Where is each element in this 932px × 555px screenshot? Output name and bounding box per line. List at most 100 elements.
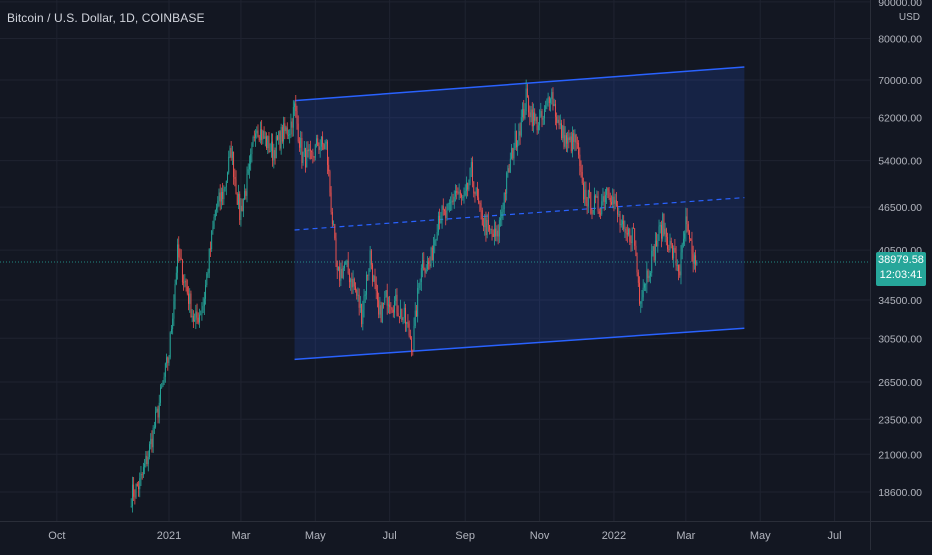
candle-body — [353, 278, 355, 287]
candle-body — [197, 317, 199, 323]
y-tick-label: 70000.00 — [878, 75, 922, 87]
candle-body — [218, 192, 220, 201]
candle-body — [259, 129, 261, 141]
currency-label[interactable]: USD — [898, 12, 920, 23]
candle-body — [419, 281, 421, 286]
candle-body — [444, 209, 445, 211]
y-tick-label: 26500.00 — [878, 377, 922, 389]
candle-body — [245, 191, 247, 196]
candle-body — [180, 258, 182, 260]
candle-body — [589, 190, 591, 193]
candle-body — [253, 136, 255, 138]
candle-body — [647, 270, 649, 279]
y-tick-label: 62000.00 — [878, 113, 922, 125]
candle-body — [523, 109, 525, 119]
candle-body — [539, 116, 541, 126]
x-tick-label: 2022 — [602, 530, 626, 542]
candle-body — [295, 103, 297, 112]
candle-body — [592, 209, 594, 214]
candle-body — [680, 252, 682, 276]
candle-body — [185, 280, 187, 287]
candle-body — [568, 137, 570, 141]
candle-body — [530, 109, 532, 118]
candle-body — [632, 227, 634, 229]
candle-body — [378, 300, 380, 315]
candle-body — [396, 294, 398, 314]
candle-body — [540, 111, 542, 117]
candle-body — [674, 247, 676, 252]
candle-body — [275, 136, 277, 159]
candle-body — [405, 307, 406, 324]
candle-body — [545, 105, 547, 110]
symbol-title[interactable]: Bitcoin / U.S. Dollar, 1D, COINBASE — [7, 11, 205, 25]
candle-body — [261, 129, 263, 140]
candle-body — [403, 307, 405, 318]
candle-body — [374, 275, 376, 284]
candle-body — [317, 138, 319, 147]
candle-body — [596, 196, 598, 198]
candle-body — [194, 319, 196, 322]
parallel-channel[interactable] — [294, 66, 745, 361]
candle-body — [230, 148, 232, 158]
candle-body — [615, 200, 617, 206]
candle-body — [179, 257, 181, 259]
candle-body — [370, 250, 372, 265]
candle-body — [472, 162, 473, 182]
candle-body — [327, 141, 328, 165]
candle-body — [497, 230, 499, 237]
candle-body — [149, 444, 150, 458]
candle-body — [574, 134, 576, 142]
candle-body — [473, 181, 475, 194]
x-tick-label: Sep — [455, 530, 475, 542]
candle-body — [138, 486, 139, 490]
candle-body — [450, 202, 452, 204]
candle-body — [348, 273, 350, 283]
candle-body — [244, 191, 246, 200]
y-tick-label: 30500.00 — [878, 333, 922, 345]
candle-body — [340, 268, 342, 281]
candle-body — [324, 143, 326, 150]
candle-body — [494, 228, 495, 237]
candle-body — [286, 127, 288, 136]
candle-body — [500, 218, 502, 221]
countdown-timer: 12:03:41 — [879, 269, 923, 281]
candle-body — [407, 322, 409, 324]
candle-body — [344, 264, 345, 268]
candle-body — [139, 478, 141, 490]
candle-body — [164, 363, 166, 377]
candle-body — [167, 357, 169, 363]
candle-body — [456, 190, 458, 193]
candle-body — [333, 223, 335, 225]
candle-body — [590, 192, 592, 214]
candle-body — [144, 463, 146, 468]
candle-body — [417, 287, 419, 317]
candle-body — [515, 130, 517, 148]
candle-body — [626, 233, 628, 235]
candle-body — [392, 309, 394, 313]
candle-body — [140, 473, 142, 479]
candle-body — [247, 169, 249, 174]
candle-body — [268, 136, 270, 153]
candle-body — [489, 224, 491, 230]
candle-body — [238, 193, 239, 205]
candle-body — [469, 167, 471, 184]
candle-body — [262, 130, 264, 140]
candle-body — [652, 246, 654, 251]
candle-body — [395, 294, 397, 301]
x-tick-label: Jul — [828, 530, 842, 542]
candle-body — [269, 150, 271, 153]
candle-body — [676, 265, 678, 266]
candle-body — [559, 123, 561, 126]
candle-body — [650, 272, 651, 276]
candle-body — [470, 162, 472, 168]
candle-body — [285, 127, 287, 131]
candle-body — [670, 240, 672, 245]
candle-body — [641, 297, 643, 302]
candle-body — [591, 213, 593, 215]
candle-body — [457, 192, 459, 194]
candle-body — [331, 211, 333, 225]
candle-body — [692, 253, 694, 264]
candle-body — [426, 261, 428, 270]
